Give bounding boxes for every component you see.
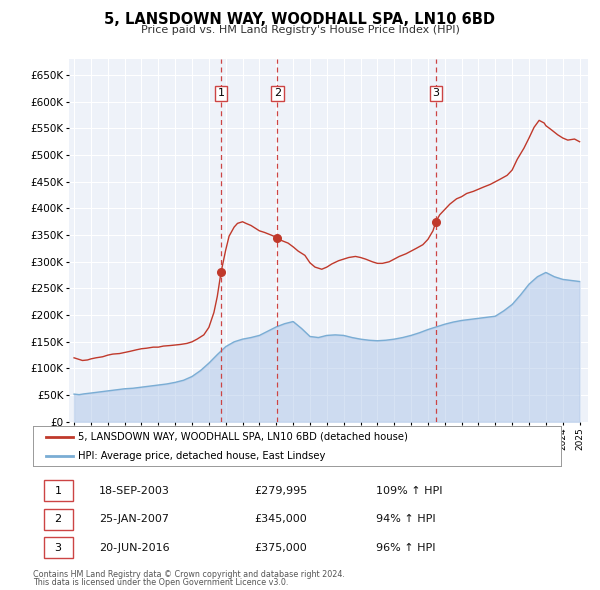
Text: Price paid vs. HM Land Registry's House Price Index (HPI): Price paid vs. HM Land Registry's House … bbox=[140, 25, 460, 35]
FancyBboxPatch shape bbox=[44, 480, 73, 502]
Text: 94% ↑ HPI: 94% ↑ HPI bbox=[376, 514, 436, 524]
Text: HPI: Average price, detached house, East Lindsey: HPI: Average price, detached house, East… bbox=[78, 451, 325, 461]
FancyBboxPatch shape bbox=[44, 537, 73, 558]
Text: 2: 2 bbox=[55, 514, 62, 524]
Text: 3: 3 bbox=[55, 543, 62, 552]
Text: £279,995: £279,995 bbox=[255, 486, 308, 496]
Text: 20-JUN-2016: 20-JUN-2016 bbox=[99, 543, 170, 552]
Text: 2: 2 bbox=[274, 88, 281, 99]
Text: 109% ↑ HPI: 109% ↑ HPI bbox=[376, 486, 443, 496]
Text: 18-SEP-2003: 18-SEP-2003 bbox=[99, 486, 170, 496]
Text: 3: 3 bbox=[433, 88, 439, 99]
Text: 1: 1 bbox=[217, 88, 224, 99]
Text: £375,000: £375,000 bbox=[255, 543, 308, 552]
Text: 1: 1 bbox=[55, 486, 62, 496]
Text: Contains HM Land Registry data © Crown copyright and database right 2024.: Contains HM Land Registry data © Crown c… bbox=[33, 570, 345, 579]
Text: This data is licensed under the Open Government Licence v3.0.: This data is licensed under the Open Gov… bbox=[33, 578, 289, 587]
Text: 5, LANSDOWN WAY, WOODHALL SPA, LN10 6BD (detached house): 5, LANSDOWN WAY, WOODHALL SPA, LN10 6BD … bbox=[78, 432, 408, 442]
FancyBboxPatch shape bbox=[44, 509, 73, 530]
Text: 96% ↑ HPI: 96% ↑ HPI bbox=[376, 543, 436, 552]
Text: £345,000: £345,000 bbox=[255, 514, 308, 524]
Text: 25-JAN-2007: 25-JAN-2007 bbox=[99, 514, 169, 524]
Text: 5, LANSDOWN WAY, WOODHALL SPA, LN10 6BD: 5, LANSDOWN WAY, WOODHALL SPA, LN10 6BD bbox=[104, 12, 496, 27]
